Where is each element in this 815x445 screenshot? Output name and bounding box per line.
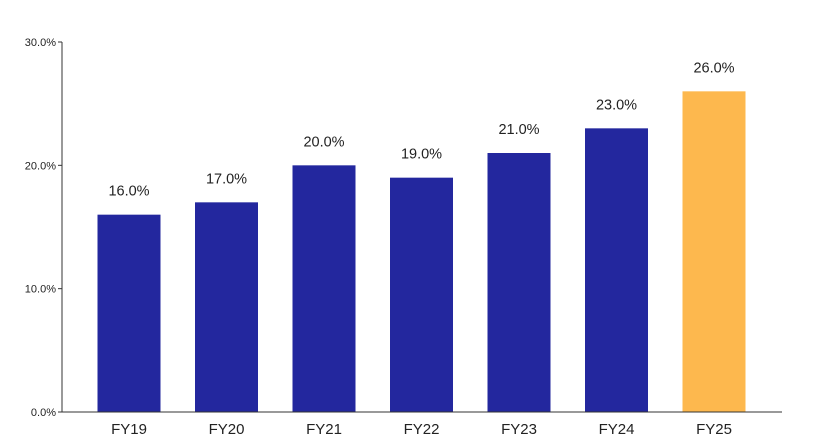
- y-tick-label: 0.0%: [31, 407, 56, 419]
- data-label: 23.0%: [596, 97, 637, 113]
- data-label: 16.0%: [108, 184, 149, 200]
- x-tick-label: FY23: [501, 421, 537, 438]
- y-tick-label: 10.0%: [25, 284, 56, 296]
- x-tick-label: FY25: [696, 421, 732, 438]
- y-tick-label: 30.0%: [25, 37, 56, 49]
- data-label: 17.0%: [206, 171, 247, 187]
- bar-fy24: [585, 128, 648, 413]
- bar-fy21: [292, 165, 356, 412]
- data-label: 26.0%: [693, 60, 734, 76]
- data-label: 21.0%: [498, 122, 539, 138]
- x-tick-label: FY21: [306, 421, 342, 438]
- x-axis-ticks: FY19 FY20 FY21 FY22 FY23 FY24 FY25: [111, 421, 732, 438]
- bars: [97, 91, 746, 413]
- y-tick-label: 20.0%: [25, 160, 56, 172]
- bar-fy22: [390, 177, 453, 412]
- x-tick-label: FY19: [111, 421, 147, 438]
- bar-fy20: [195, 202, 258, 412]
- x-tick-label: FY22: [404, 421, 440, 438]
- data-label: 20.0%: [303, 134, 344, 150]
- bar-fy23: [487, 153, 551, 412]
- y-axis-ticks: 0.0% 10.0% 20.0% 30.0%: [25, 37, 62, 419]
- data-labels: 16.0% 17.0% 20.0% 19.0% 21.0% 23.0% 26.0%: [108, 60, 734, 199]
- bar-fy25: [682, 91, 746, 412]
- bar-fy19: [97, 214, 161, 412]
- data-label: 19.0%: [401, 147, 442, 163]
- x-tick-label: FY20: [209, 421, 245, 438]
- x-tick-label: FY24: [599, 421, 635, 438]
